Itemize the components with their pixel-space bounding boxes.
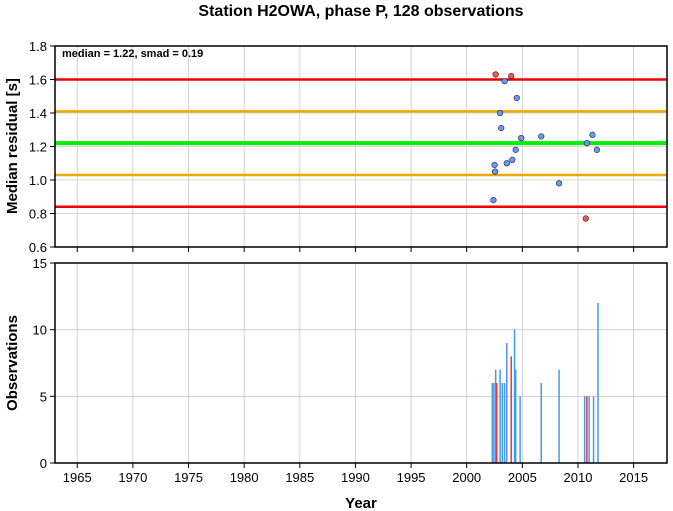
- y-tick-label: 1.0: [29, 173, 47, 188]
- y-tick-label: 1.6: [29, 73, 47, 88]
- x-axis-label: Year: [345, 495, 377, 511]
- outlier-point: [582, 215, 589, 222]
- residual-point: [498, 124, 505, 132]
- residual-point: [503, 160, 510, 167]
- x-tick-label: 1990: [341, 470, 370, 485]
- x-tick-label: 2000: [452, 470, 481, 485]
- y-tick-label: 1.2: [29, 140, 47, 155]
- x-tick-label: 2010: [564, 470, 593, 485]
- residual-point: [555, 180, 563, 187]
- observations-grid: [55, 262, 667, 464]
- observations-panel: 1965 1970 1975 1980 1985 1990 1995 2000 2005 2010…: [4, 256, 668, 511]
- residual-point: [589, 131, 596, 138]
- residual-point: [509, 156, 516, 163]
- y-tick-label: 0.8: [29, 207, 47, 222]
- residual-y-axis-label: Median residual [s]: [4, 78, 21, 214]
- residual-point: [491, 161, 498, 169]
- y-tick-label: 15: [33, 256, 47, 271]
- residual-ticks: 0.6 0.8 1.0 1.2 1.4 1.6 1.8: [29, 39, 635, 255]
- residual-point: [593, 146, 600, 153]
- x-tick-label: 1965: [63, 470, 92, 485]
- y-tick-label: 10: [33, 323, 47, 338]
- y-tick-label: 1.8: [29, 39, 47, 54]
- x-tick-label: 1980: [230, 470, 259, 485]
- outlier-point: [492, 71, 499, 78]
- residual-point: [496, 109, 504, 117]
- residual-point: [583, 140, 590, 147]
- residual-point: [501, 78, 508, 85]
- y-tick-label: 0: [40, 456, 47, 471]
- residual-point: [512, 146, 519, 153]
- chart-title: Station H2OWA, phase P, 128 observations: [198, 3, 523, 20]
- y-tick-label: 0.6: [29, 240, 47, 255]
- residual-point: [538, 133, 545, 140]
- median-annotation: median = 1.22, smad = 0.19: [62, 48, 203, 60]
- reference-lines: [55, 78, 667, 209]
- residual-point: [491, 168, 499, 175]
- x-tick-label: 2015: [619, 470, 648, 485]
- x-tick-label: 2005: [508, 470, 537, 485]
- residual-point: [518, 135, 525, 142]
- outlier-point: [508, 73, 515, 80]
- observations-ticks: 1965 1970 1975 1980 1985 1990 1995 2000 2005 2010…: [33, 256, 649, 485]
- residual-points: [490, 71, 600, 222]
- residual-point: [490, 197, 497, 204]
- observation-bars: [491, 303, 599, 463]
- x-tick-label: 1985: [285, 470, 314, 485]
- residual-panel: 0.6 0.8 1.0 1.2 1.4 1.6 1.8 median = 1.22, sma…: [4, 39, 668, 255]
- x-tick-label: 1975: [174, 470, 203, 485]
- residual-grid: [55, 45, 667, 248]
- residual-point: [513, 94, 520, 102]
- observations-y-axis-label: Observations: [4, 315, 21, 411]
- x-tick-label: 1995: [397, 470, 426, 485]
- y-tick-label: 1.4: [29, 106, 47, 121]
- y-tick-label: 5: [40, 389, 47, 404]
- observations-panel-frame: [54, 262, 668, 464]
- x-tick-label: 1970: [118, 470, 147, 485]
